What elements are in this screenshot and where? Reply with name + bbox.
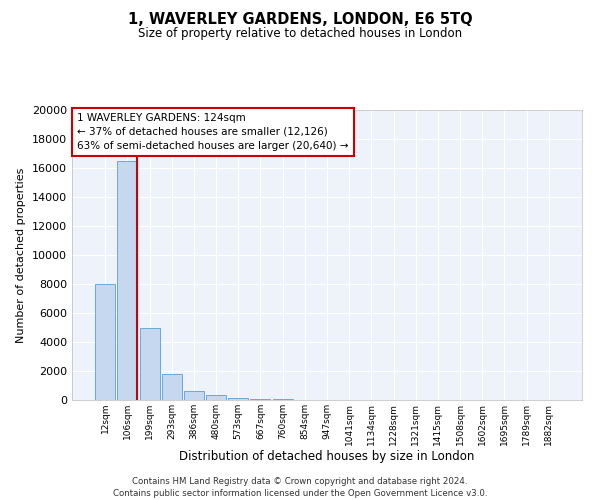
Text: Size of property relative to detached houses in London: Size of property relative to detached ho… xyxy=(138,28,462,40)
Bar xyxy=(184,392,204,400)
Text: Contains HM Land Registry data © Crown copyright and database right 2024.
Contai: Contains HM Land Registry data © Crown c… xyxy=(113,476,487,498)
Bar xyxy=(228,398,248,400)
Bar xyxy=(118,161,137,400)
X-axis label: Distribution of detached houses by size in London: Distribution of detached houses by size … xyxy=(179,450,475,464)
Text: 1 WAVERLEY GARDENS: 124sqm
← 37% of detached houses are smaller (12,126)
63% of : 1 WAVERLEY GARDENS: 124sqm ← 37% of deta… xyxy=(77,113,349,151)
Y-axis label: Number of detached properties: Number of detached properties xyxy=(16,168,26,342)
Bar xyxy=(250,398,271,400)
Bar xyxy=(162,374,182,400)
Text: 1, WAVERLEY GARDENS, LONDON, E6 5TQ: 1, WAVERLEY GARDENS, LONDON, E6 5TQ xyxy=(128,12,472,28)
Bar xyxy=(140,328,160,400)
Bar xyxy=(206,395,226,400)
Bar xyxy=(95,284,115,400)
